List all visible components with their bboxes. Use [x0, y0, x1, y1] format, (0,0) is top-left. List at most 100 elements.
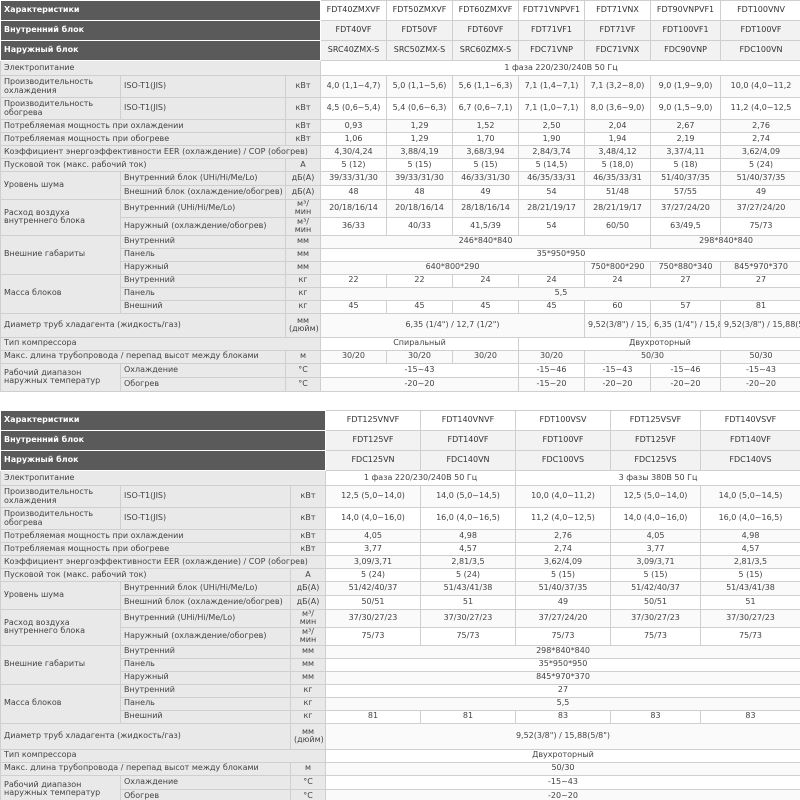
row-sublabel: ISO-T1(JIS)	[120, 485, 291, 508]
row-sublabel: Внутренний (UHi/Hi/Me/Lo)	[120, 199, 286, 218]
value-cell: 9,52(3/8") / 15,88(5/8")	[720, 312, 800, 338]
value-cell: 4,05	[610, 529, 701, 543]
row-sublabel: Наружный (охлаждение/обогрев)	[120, 626, 291, 646]
value-cell: 0,93	[320, 119, 387, 133]
value-cell: 75/73	[515, 626, 611, 646]
value-cell: 3 фазы 380В 50 Гц	[515, 470, 800, 486]
value-cell: 41,5/39	[452, 216, 519, 236]
value-cell: 845*970*370	[325, 670, 800, 685]
value-cell: 8,0 (3,6~9,0)	[584, 97, 651, 120]
value-cell: Спиральный	[320, 336, 519, 351]
value-cell: 20/18/16/14	[320, 199, 387, 218]
row-label: Электропитание	[0, 60, 321, 76]
value-cell: 83	[515, 709, 611, 724]
header-label: Наружный блок	[0, 40, 321, 61]
spec-row: Тип компрессора Спиральный Двухроторный	[0, 336, 800, 351]
value-cell: 3,77	[610, 542, 701, 556]
unit: кВт	[290, 542, 326, 556]
value-cell: 75/73	[700, 626, 800, 646]
row-label: Производительность обогрева	[0, 97, 121, 120]
spec-row: Потребляемая мощность при обогреве кВт 3,7…	[0, 542, 800, 556]
row-label: Тип компрессора	[0, 748, 326, 763]
value-cell: 5 (18,0)	[584, 158, 651, 172]
unit: мм	[290, 670, 326, 685]
value-cell: 45	[452, 299, 519, 314]
model-cell: FDC71VNP	[518, 40, 585, 61]
row-sublabel: ISO-T1(JIS)	[120, 75, 286, 98]
value-cell: 10,0 (4,0~11,2)	[515, 485, 611, 508]
spec-row: Уровень шума Внутренний блок (UHi/Hi/Me/L…	[0, 171, 800, 200]
value-cell: 36/33	[320, 216, 387, 236]
unit: мм (дюйм)	[290, 722, 326, 750]
value-cell: 3,77	[325, 542, 421, 556]
value-cell: 4,0 (1,1~4,7)	[320, 75, 387, 98]
value-cell: 1 фаза 220/230/240В 50 Гц	[320, 60, 800, 76]
value-cell: 81	[325, 709, 421, 724]
unit: кВт	[285, 119, 321, 133]
unit: кг	[290, 696, 326, 711]
value-cell: 27	[650, 273, 721, 288]
value-cell: 4,98	[420, 529, 516, 543]
row-label: Потребляемая мощность при охлаждении	[0, 119, 286, 133]
row-sublabel: Обогрев	[120, 376, 286, 392]
header-row: Наружный блок FDC125VN FDC140VN FDC100VS FDC…	[0, 450, 800, 471]
value-cell: 75/73	[610, 626, 701, 646]
model-cell: FDC100VS	[515, 450, 611, 471]
value-cell: 5 (18)	[650, 158, 721, 172]
spec-row: Макс. длина трубопровода / перепад высот…	[0, 349, 800, 364]
row-sublabel: Внутренний	[120, 234, 286, 249]
header-label: Внутренний блок	[0, 20, 321, 41]
model-cell: FDT100VF1	[650, 20, 721, 41]
unit: дБ(А)	[290, 581, 326, 596]
value-cell: 7,1 (1,0~7,1)	[518, 97, 585, 120]
value-cell: 51/40/37/35	[720, 171, 800, 186]
row-label: Расход воздуха внутреннего блока	[0, 199, 121, 236]
spec-row: Коэффициент энергоэффективности EER (охл…	[0, 555, 800, 569]
model-cell: FDT71VNX	[584, 0, 651, 21]
model-cell: FDC100VN	[720, 40, 800, 61]
header-row: Наружный блок SRC40ZMX-S SRC50ZMX-S SRC60ZM…	[0, 40, 800, 61]
row-label: Рабочий диапазон наружных температур	[0, 774, 121, 800]
value-cell: 5 (24)	[325, 568, 421, 582]
value-cell: 5 (15)	[610, 568, 701, 582]
value-cell: 49	[720, 185, 800, 200]
value-cell: 60/50	[584, 216, 651, 236]
value-cell: 81	[420, 709, 516, 724]
unit: °С	[285, 362, 321, 378]
value-cell: 28/21/19/17	[584, 199, 651, 218]
value-cell: 45	[518, 299, 585, 314]
model-cell: FDT125VF	[325, 430, 421, 451]
value-cell: 4,57	[700, 542, 800, 556]
value-cell: 3,62/4,09	[515, 555, 611, 569]
value-cell: 16,0 (4,0~16,5)	[420, 507, 516, 530]
row-label: Производительность обогрева	[0, 507, 121, 530]
value-cell: 51/43/41/38	[700, 581, 800, 596]
value-cell: 12,5 (5,0~14,0)	[610, 485, 701, 508]
value-cell: 30/20	[386, 349, 453, 364]
spec-row: Обогрев °С -20~20 -15~20 -20~20 -20~20 -20~20	[1, 376, 800, 392]
row-sublabel: Панель	[120, 696, 291, 711]
value-cell: -15~20	[518, 376, 585, 392]
row-label: Потребляемая мощность при обогреве	[0, 542, 291, 556]
value-cell: -15~43	[325, 774, 800, 790]
value-cell: 5,0 (1,1~5,6)	[386, 75, 453, 98]
value-cell: 60	[584, 299, 651, 314]
value-cell: 6,7 (0,6~7,1)	[452, 97, 519, 120]
spec-row: Потребляемая мощность при охлаждении кВт 4…	[0, 529, 800, 543]
unit: кВт	[285, 75, 321, 98]
spec-row: Наружный (охлаждение/обогрев) м³/мин 75/73…	[1, 626, 800, 646]
model-cell: SRC40ZMX-S	[320, 40, 387, 61]
value-cell: 39/33/31/30	[320, 171, 387, 186]
value-cell: 11,2 (4,0~12,5	[720, 97, 800, 120]
value-cell: 5 (14,5)	[518, 158, 585, 172]
value-cell: 37/27/24/20	[720, 199, 800, 218]
value-cell: 28/18/16/14	[452, 199, 519, 218]
value-cell: 5,5	[320, 286, 800, 301]
value-cell: 46/35/33/31	[584, 171, 651, 186]
value-cell: 5 (15)	[452, 158, 519, 172]
value-cell: 51/48	[584, 185, 651, 200]
row-sublabel: Внешний блок (охлаждение/обогрев)	[120, 595, 291, 610]
value-cell: 3,48/4,12	[584, 145, 651, 159]
value-cell: -15~43	[584, 362, 651, 378]
value-cell: 9,52(3/8") / 15,88(5/8")	[584, 312, 651, 338]
